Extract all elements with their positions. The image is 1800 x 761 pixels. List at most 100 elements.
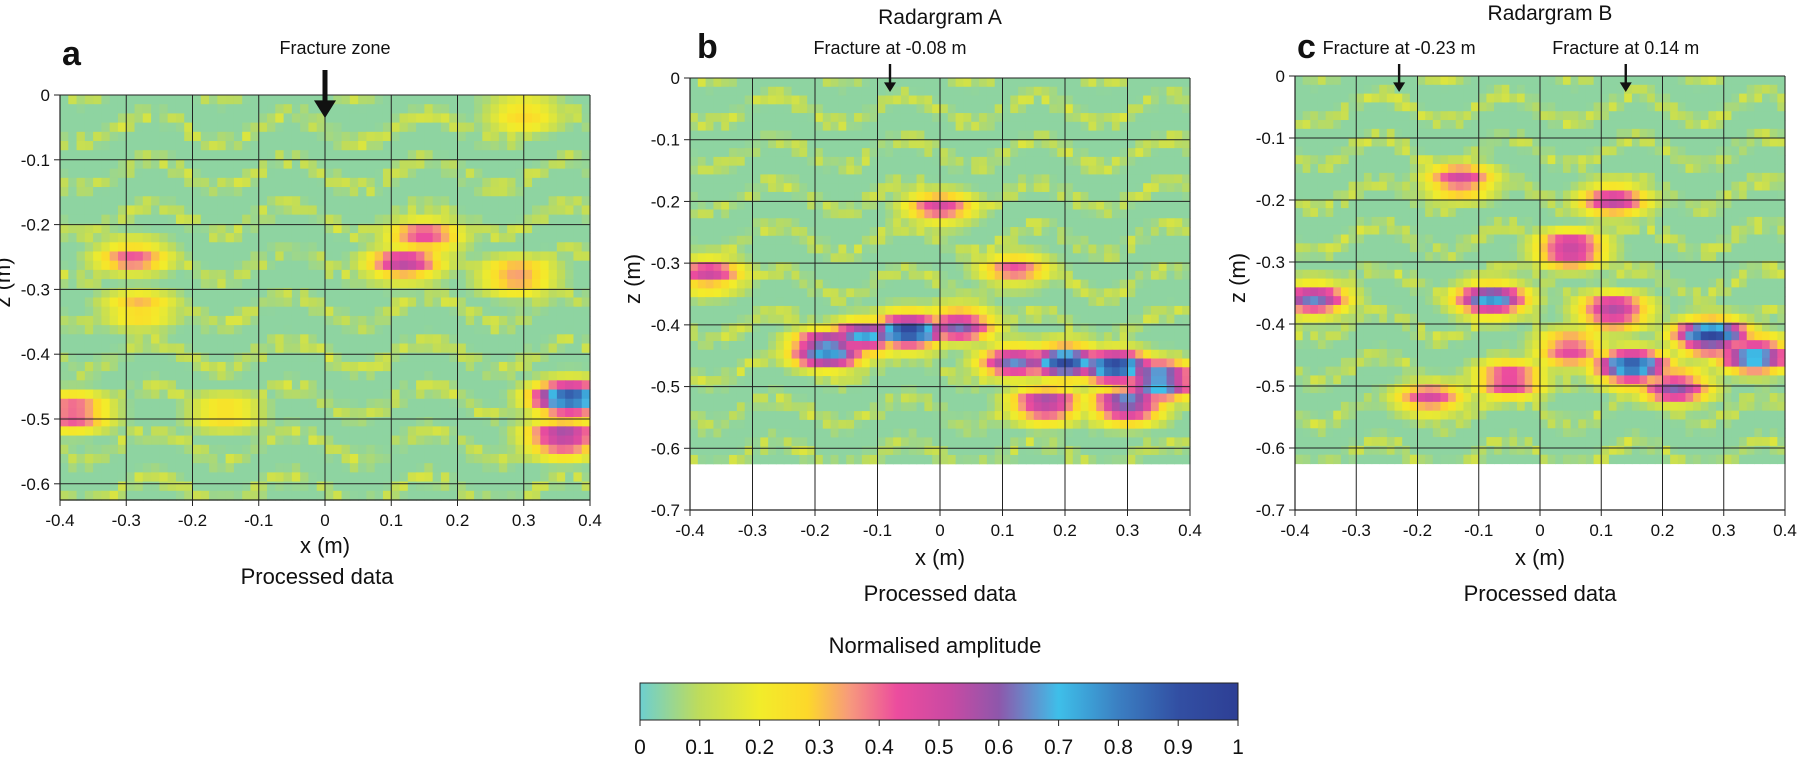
heatmap-cell bbox=[291, 426, 301, 437]
heatmap-cell bbox=[242, 113, 252, 124]
heatmap-cell bbox=[498, 242, 508, 253]
heatmap-cell bbox=[1088, 95, 1097, 105]
heatmap-cell bbox=[142, 490, 152, 501]
heatmap-cell bbox=[971, 332, 980, 342]
heatmap-cell bbox=[854, 209, 863, 219]
heatmap-cell bbox=[1182, 209, 1191, 219]
heatmap-cell bbox=[341, 196, 351, 207]
heatmap-cell bbox=[830, 78, 840, 88]
heatmap-cell bbox=[1104, 332, 1113, 342]
heatmap-cell bbox=[721, 200, 730, 211]
heatmap-cell bbox=[457, 95, 467, 105]
heatmap-cell bbox=[358, 481, 368, 492]
heatmap-cell bbox=[979, 349, 988, 360]
heatmap-cell bbox=[159, 251, 169, 262]
heatmap-cell bbox=[986, 349, 996, 360]
heatmap-cell bbox=[1049, 235, 1058, 246]
heatmap-cell bbox=[877, 130, 886, 140]
heatmap-cell bbox=[760, 209, 769, 219]
heatmap-cell bbox=[382, 371, 392, 381]
heatmap-cell bbox=[979, 340, 988, 351]
heatmap-cell bbox=[540, 141, 550, 151]
heatmap-cell bbox=[482, 131, 492, 142]
heatmap-cell bbox=[1150, 253, 1160, 263]
heatmap-cell bbox=[225, 95, 235, 105]
heatmap-cell bbox=[159, 150, 169, 161]
heatmap-cell bbox=[1174, 340, 1183, 351]
heatmap-cell bbox=[1182, 200, 1191, 211]
heatmap-cell bbox=[1119, 174, 1129, 184]
heatmap-cell bbox=[316, 343, 326, 354]
heatmap-cell bbox=[1041, 121, 1050, 132]
heatmap-cell bbox=[366, 205, 376, 216]
heatmap-cell bbox=[924, 314, 933, 325]
heatmap-cell bbox=[1119, 349, 1129, 360]
heatmap-cell bbox=[432, 407, 442, 418]
heatmap-cell bbox=[697, 113, 707, 123]
heatmap-cell bbox=[1025, 78, 1035, 88]
heatmap-cell bbox=[134, 435, 144, 446]
heatmap-cell bbox=[815, 113, 824, 123]
heatmap-cell bbox=[275, 352, 285, 363]
heatmap-cell bbox=[258, 426, 268, 437]
heatmap-cell bbox=[159, 297, 169, 308]
heatmap-cell bbox=[151, 380, 160, 391]
heatmap-cell bbox=[830, 244, 840, 254]
heatmap-cell bbox=[947, 174, 957, 184]
heatmap-cell bbox=[752, 209, 761, 219]
heatmap-cell bbox=[209, 223, 218, 234]
heatmap-cell bbox=[1182, 95, 1191, 105]
heatmap-cell bbox=[258, 260, 268, 271]
heatmap-cell bbox=[151, 168, 160, 179]
heatmap-cell bbox=[713, 95, 722, 105]
heatmap-cell bbox=[374, 352, 384, 363]
heatmap-cell bbox=[869, 139, 879, 149]
heatmap-cell bbox=[1080, 139, 1090, 149]
heatmap-cell bbox=[151, 196, 160, 207]
heatmap-cell bbox=[407, 453, 417, 464]
y-tick-label: -0.1 bbox=[21, 151, 50, 170]
heatmap-cell bbox=[184, 113, 194, 124]
heatmap-cell bbox=[1088, 200, 1097, 211]
heatmap-cell bbox=[768, 270, 777, 281]
heatmap-cell bbox=[93, 463, 103, 473]
heatmap-cell bbox=[713, 227, 722, 237]
heatmap-cell bbox=[109, 279, 119, 289]
heatmap-cell bbox=[1010, 130, 1019, 140]
heatmap-cell bbox=[1127, 95, 1136, 105]
heatmap-cell bbox=[947, 323, 957, 333]
heatmap-cell bbox=[1111, 174, 1121, 184]
heatmap-cell bbox=[374, 104, 384, 115]
heatmap-cell bbox=[846, 314, 855, 325]
heatmap-cell bbox=[697, 323, 707, 333]
heatmap-cell bbox=[768, 349, 777, 360]
heatmap-cell bbox=[540, 122, 550, 133]
heatmap-cell bbox=[1182, 349, 1191, 360]
heatmap-cell bbox=[1018, 148, 1027, 158]
heatmap-cell bbox=[807, 191, 816, 202]
heatmap-cell bbox=[424, 242, 434, 253]
heatmap-cell bbox=[1041, 323, 1050, 333]
heatmap-cell bbox=[799, 218, 808, 228]
heatmap-cell bbox=[126, 288, 136, 299]
heatmap-cell bbox=[225, 325, 235, 335]
heatmap-cell bbox=[1010, 165, 1019, 176]
heatmap-cell bbox=[267, 444, 276, 455]
heatmap-cell bbox=[540, 95, 550, 105]
heatmap-cell bbox=[963, 139, 972, 149]
heatmap-cell bbox=[1135, 174, 1144, 184]
heatmap-cell bbox=[854, 104, 863, 114]
heatmap-cell bbox=[250, 426, 260, 437]
heatmap-cell bbox=[366, 141, 376, 151]
heatmap-cell bbox=[791, 218, 800, 228]
heatmap-cell bbox=[744, 165, 754, 176]
heatmap-cell bbox=[175, 417, 185, 427]
heatmap-cell bbox=[507, 260, 517, 271]
heatmap-cell bbox=[1002, 270, 1011, 281]
heatmap-cell bbox=[760, 156, 769, 167]
heatmap-cell bbox=[515, 315, 525, 326]
heatmap-cell bbox=[822, 297, 832, 307]
heatmap-cell bbox=[783, 218, 793, 228]
heatmap-cell bbox=[752, 349, 761, 360]
heatmap-cell bbox=[242, 187, 252, 197]
